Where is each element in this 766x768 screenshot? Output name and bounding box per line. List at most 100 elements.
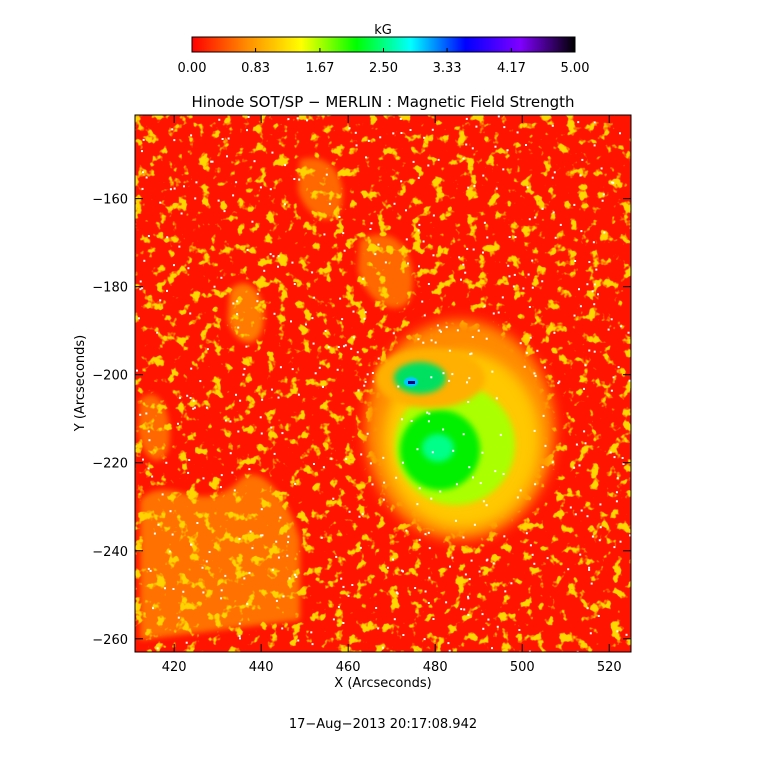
noise-speckle [512, 285, 515, 288]
x-tick-label: 460 [336, 660, 361, 675]
noise-speckle [330, 457, 333, 460]
noise-speckle [472, 476, 474, 479]
noise-speckle [318, 366, 321, 369]
noise-speckle [159, 201, 162, 204]
noise-speckle [492, 562, 495, 565]
noise-speckle [354, 131, 357, 134]
noise-speckle [396, 592, 399, 595]
noise-speckle [168, 550, 171, 553]
noise-speckle [593, 144, 596, 147]
noise-speckle [610, 318, 613, 321]
noise-speckle [621, 457, 624, 459]
noise-speckle [581, 158, 584, 161]
noise-speckle [261, 398, 264, 401]
noise-speckle [513, 273, 516, 276]
noise-speckle [430, 497, 433, 500]
noise-speckle [360, 453, 363, 456]
noise-speckle [462, 536, 465, 539]
noise-speckle [467, 186, 470, 189]
noise-speckle [468, 578, 471, 581]
noise-speckle [503, 126, 506, 129]
noise-speckle [466, 381, 468, 384]
noise-speckle [575, 443, 578, 446]
noise-speckle [139, 288, 142, 291]
noise-speckle [534, 216, 537, 219]
noise-speckle [502, 473, 505, 475]
noise-speckle [573, 466, 576, 469]
noise-speckle [395, 591, 398, 594]
noise-speckle [412, 160, 415, 163]
noise-speckle [237, 326, 240, 329]
noise-speckle [533, 562, 536, 565]
observation-timestamp: 17−Aug−2013 20:17:08.942 [289, 717, 477, 732]
noise-speckle [534, 375, 537, 377]
noise-speckle [340, 577, 343, 580]
noise-speckle [432, 214, 435, 217]
noise-speckle [180, 212, 183, 215]
noise-speckle [296, 117, 299, 120]
noise-speckle [350, 347, 353, 350]
noise-speckle [348, 510, 351, 513]
noise-speckle [588, 566, 591, 569]
noise-speckle [494, 145, 497, 148]
noise-speckle [259, 186, 262, 189]
noise-speckle [281, 432, 284, 435]
noise-speckle [305, 323, 307, 326]
noise-speckle [142, 138, 145, 141]
noise-speckle [619, 540, 622, 543]
noise-speckle [599, 503, 602, 506]
noise-speckle [260, 534, 263, 537]
noise-speckle [422, 240, 425, 243]
noise-speckle [343, 345, 345, 348]
noise-speckle [455, 519, 457, 522]
x-axis-label: X (Arcseconds) [334, 676, 431, 691]
noise-speckle [516, 496, 519, 499]
noise-speckle [506, 149, 509, 152]
noise-speckle [580, 230, 583, 233]
noise-speckle [371, 483, 374, 486]
noise-speckle [173, 187, 176, 190]
noise-speckle [210, 160, 213, 163]
noise-speckle [297, 393, 300, 396]
noise-speckle [235, 393, 237, 396]
noise-speckle [445, 601, 448, 604]
noise-speckle [190, 543, 192, 546]
noise-speckle [173, 264, 175, 267]
noise-speckle [401, 418, 403, 421]
noise-speckle [382, 498, 385, 501]
x-axis: 420 440 460 480 500 520 [162, 115, 622, 675]
noise-speckle [246, 603, 249, 605]
noise-speckle [502, 168, 505, 171]
noise-speckle [588, 568, 591, 571]
noise-speckle [615, 491, 618, 494]
noise-speckle [361, 513, 364, 516]
noise-speckle [275, 599, 278, 602]
noise-speckle [593, 121, 596, 124]
noise-speckle [569, 506, 572, 509]
noise-speckle [165, 461, 168, 464]
y-tick-label: −200 [92, 369, 128, 384]
noise-speckle [256, 292, 259, 295]
noise-speckle [482, 500, 485, 503]
noise-speckle [143, 259, 146, 262]
noise-speckle [456, 329, 459, 332]
noise-speckle [314, 372, 317, 375]
noise-speckle [345, 457, 348, 460]
noise-speckle [473, 185, 476, 187]
noise-speckle [601, 199, 604, 202]
noise-speckle [277, 396, 280, 399]
noise-speckle [531, 286, 534, 289]
noise-speckle [149, 569, 152, 572]
noise-speckle [337, 605, 340, 608]
noise-speckle [352, 310, 355, 313]
noise-speckle [407, 262, 409, 265]
noise-speckle [392, 132, 395, 135]
noise-speckle [430, 376, 433, 379]
y-tick-label: −240 [92, 545, 128, 560]
noise-speckle [462, 263, 465, 266]
noise-speckle [211, 160, 214, 163]
noise-speckle [151, 475, 154, 478]
noise-speckle [442, 428, 445, 431]
noise-speckle [341, 318, 344, 321]
noise-speckle [579, 553, 582, 556]
